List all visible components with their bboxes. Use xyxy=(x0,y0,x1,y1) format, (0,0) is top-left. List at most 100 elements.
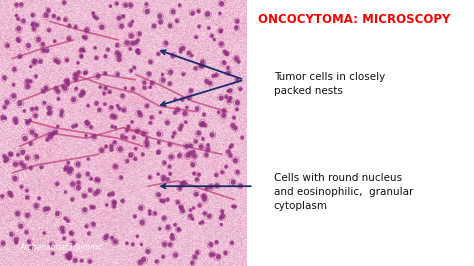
Circle shape xyxy=(143,81,146,84)
Circle shape xyxy=(205,80,209,83)
Circle shape xyxy=(83,72,85,74)
Circle shape xyxy=(71,198,73,201)
Circle shape xyxy=(181,47,184,50)
Circle shape xyxy=(46,139,48,141)
Circle shape xyxy=(222,61,226,64)
Circle shape xyxy=(43,232,45,234)
Circle shape xyxy=(1,195,3,197)
Circle shape xyxy=(56,60,60,64)
Circle shape xyxy=(106,235,108,237)
Circle shape xyxy=(109,91,111,93)
Circle shape xyxy=(29,119,31,121)
Circle shape xyxy=(146,144,148,147)
Circle shape xyxy=(225,166,227,168)
Circle shape xyxy=(90,177,92,180)
Circle shape xyxy=(187,96,191,99)
Circle shape xyxy=(146,3,147,5)
Circle shape xyxy=(239,184,242,188)
Circle shape xyxy=(210,133,214,137)
Circle shape xyxy=(98,108,101,111)
Circle shape xyxy=(122,109,126,112)
Circle shape xyxy=(108,193,110,196)
Circle shape xyxy=(169,243,172,246)
Circle shape xyxy=(133,136,135,139)
Circle shape xyxy=(169,165,171,168)
Circle shape xyxy=(209,185,213,189)
Circle shape xyxy=(56,90,60,93)
Circle shape xyxy=(121,135,124,138)
Circle shape xyxy=(227,67,229,69)
Circle shape xyxy=(206,147,210,151)
Circle shape xyxy=(35,107,37,110)
Circle shape xyxy=(5,100,9,104)
Circle shape xyxy=(133,66,136,69)
Circle shape xyxy=(76,162,80,166)
Circle shape xyxy=(192,218,193,220)
Circle shape xyxy=(183,111,187,115)
Circle shape xyxy=(14,162,18,166)
Circle shape xyxy=(181,209,184,213)
Circle shape xyxy=(146,137,148,139)
Circle shape xyxy=(126,242,128,244)
Circle shape xyxy=(157,141,160,144)
Circle shape xyxy=(179,4,181,6)
Circle shape xyxy=(203,113,205,116)
Circle shape xyxy=(241,136,243,139)
Circle shape xyxy=(199,65,202,68)
Circle shape xyxy=(174,98,176,100)
Circle shape xyxy=(157,173,159,175)
Circle shape xyxy=(137,111,141,114)
Circle shape xyxy=(201,122,205,126)
Circle shape xyxy=(35,134,37,137)
Circle shape xyxy=(222,114,226,117)
Circle shape xyxy=(157,151,159,154)
Circle shape xyxy=(215,74,218,77)
Circle shape xyxy=(74,73,77,77)
Circle shape xyxy=(105,145,107,148)
Circle shape xyxy=(64,217,66,220)
Circle shape xyxy=(163,161,166,164)
Circle shape xyxy=(191,12,194,15)
Circle shape xyxy=(186,106,188,108)
Circle shape xyxy=(138,261,142,264)
Circle shape xyxy=(83,194,86,198)
Circle shape xyxy=(30,66,32,68)
Circle shape xyxy=(238,61,240,63)
Circle shape xyxy=(231,124,235,127)
Circle shape xyxy=(117,105,118,107)
Circle shape xyxy=(149,86,151,88)
Circle shape xyxy=(20,162,23,165)
Circle shape xyxy=(62,231,64,233)
Circle shape xyxy=(195,36,197,38)
Circle shape xyxy=(96,74,100,78)
Circle shape xyxy=(72,241,75,245)
Circle shape xyxy=(110,148,113,151)
Circle shape xyxy=(213,253,214,255)
Circle shape xyxy=(25,231,28,234)
Circle shape xyxy=(168,143,171,146)
Circle shape xyxy=(196,107,199,110)
Circle shape xyxy=(222,109,226,113)
Circle shape xyxy=(47,112,50,114)
Circle shape xyxy=(38,197,40,200)
Circle shape xyxy=(14,118,17,121)
Circle shape xyxy=(197,131,201,135)
Circle shape xyxy=(65,166,69,170)
Circle shape xyxy=(138,32,141,35)
Circle shape xyxy=(95,102,98,105)
Circle shape xyxy=(136,49,139,52)
Circle shape xyxy=(63,237,65,239)
Circle shape xyxy=(220,2,223,6)
Circle shape xyxy=(234,127,237,130)
Circle shape xyxy=(95,178,99,182)
Circle shape xyxy=(138,52,140,54)
Circle shape xyxy=(47,106,51,110)
Circle shape xyxy=(16,212,19,216)
Circle shape xyxy=(113,202,116,204)
Circle shape xyxy=(218,111,219,113)
Circle shape xyxy=(18,55,21,58)
Circle shape xyxy=(85,71,87,74)
Circle shape xyxy=(193,255,196,259)
Circle shape xyxy=(129,3,132,7)
Circle shape xyxy=(171,10,175,14)
